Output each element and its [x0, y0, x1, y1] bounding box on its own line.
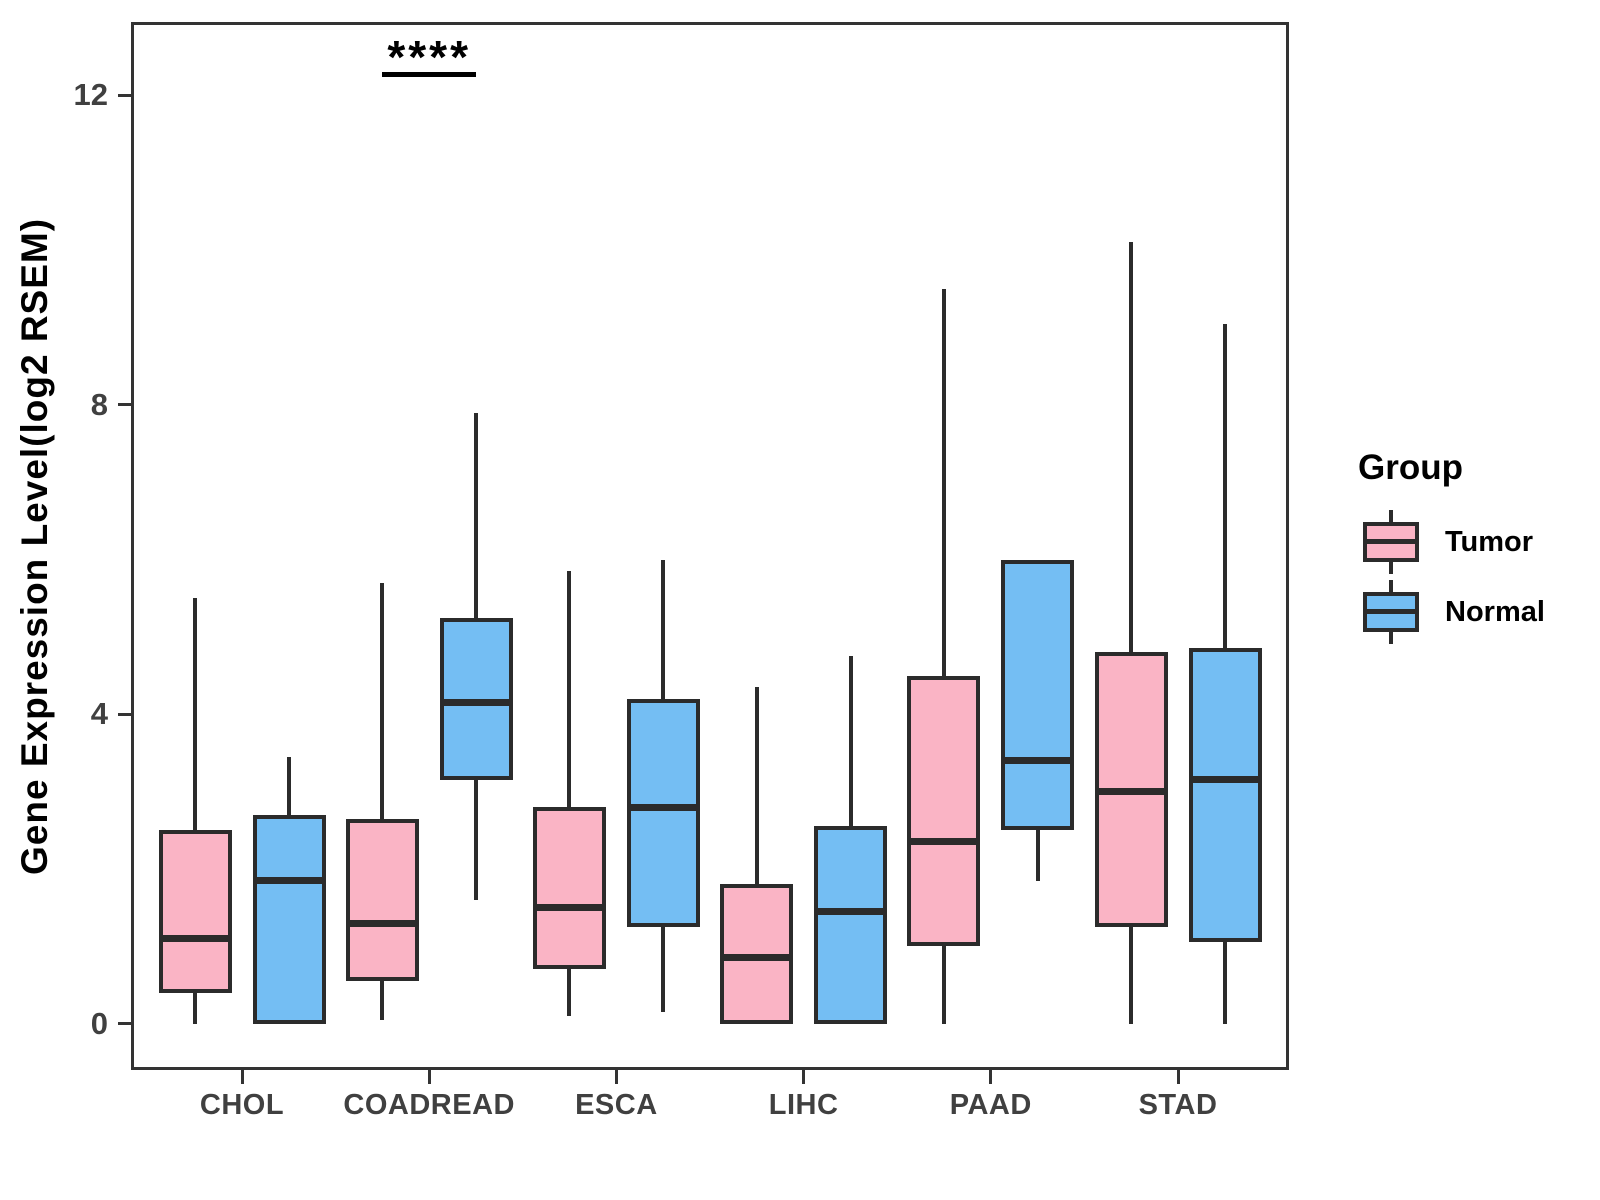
whisker-Tumor-COADREAD	[380, 582, 385, 1020]
whisker-Tumor-ESCA	[567, 571, 572, 1016]
x-tick-label-STAD: STAD	[1138, 1089, 1218, 1121]
median-Tumor-PAAD	[907, 838, 981, 846]
median-Normal-PAAD	[1001, 757, 1075, 765]
box-Tumor-COADREAD	[345, 818, 419, 982]
legend-label-normal: Normal	[1445, 596, 1545, 628]
median-Tumor-LIHC	[720, 954, 794, 962]
boxplot-glyph-icon	[1363, 578, 1419, 646]
x-tick-mark-ESCA	[614, 1070, 618, 1084]
glyph-median	[1367, 539, 1415, 544]
legend-key-normal: Normal	[1363, 578, 1563, 646]
median-Tumor-ESCA	[532, 904, 606, 912]
median-Normal-ESCA	[626, 803, 700, 811]
x-tick-mark-LIHC	[802, 1070, 806, 1084]
box-Normal-CHOL	[252, 814, 326, 1024]
whisker-Tumor-LIHC	[754, 687, 759, 1024]
y-tick-mark-12	[118, 93, 131, 97]
box-Tumor-PAAD	[907, 675, 981, 947]
x-tick-mark-CHOL	[240, 1070, 244, 1084]
box-Normal-PAAD	[1001, 559, 1075, 831]
x-tick-mark-COADREAD	[427, 1070, 431, 1084]
whisker-Tumor-PAAD	[941, 288, 946, 1024]
whisker-Tumor-CHOL	[193, 598, 197, 1024]
median-Tumor-CHOL	[158, 935, 232, 943]
x-tick-label-PAAD: PAAD	[949, 1089, 1032, 1121]
x-tick-label-LIHC: LIHC	[768, 1089, 839, 1121]
legend-label-tumor: Tumor	[1445, 526, 1534, 558]
significance-label: ****	[387, 31, 471, 83]
y-tick-mark-8	[118, 403, 131, 407]
x-tick-label-COADREAD: COADREAD	[343, 1089, 515, 1121]
box-Normal-LIHC	[814, 826, 888, 1024]
whisker-Tumor-STAD	[1129, 242, 1133, 1024]
median-Normal-CHOL	[252, 877, 326, 884]
boxplot-glyph-icon	[1363, 508, 1419, 576]
median-Normal-STAD	[1188, 776, 1262, 784]
legend-key-tumor: Tumor	[1363, 508, 1563, 576]
y-tick-mark-0	[118, 1022, 131, 1026]
box-Normal-STAD	[1188, 648, 1262, 943]
median-Tumor-COADREAD	[345, 919, 419, 927]
glyph-median	[1367, 609, 1415, 614]
x-tick-mark-PAAD	[989, 1070, 993, 1084]
y-tick-mark-4	[118, 712, 131, 716]
box-Tumor-ESCA	[532, 807, 606, 970]
x-tick-label-ESCA: ESCA	[575, 1089, 658, 1121]
legend-title: Group	[1358, 448, 1463, 487]
box-Tumor-LIHC	[720, 884, 794, 1024]
x-tick-label-CHOL: CHOL	[199, 1089, 285, 1121]
y-tick-label-8: 8	[90, 386, 108, 422]
median-Tumor-STAD	[1094, 788, 1168, 796]
median-Normal-COADREAD	[439, 699, 513, 707]
median-Normal-LIHC	[814, 907, 888, 915]
x-tick-mark-STAD	[1176, 1070, 1180, 1084]
y-tick-label-4: 4	[90, 696, 108, 732]
y-tick-label-12: 12	[73, 77, 108, 113]
box-Normal-ESCA	[626, 698, 700, 927]
significance-bar	[382, 72, 477, 77]
y-axis-title: Gene Expression Level(log2 RSEM)	[14, 217, 55, 875]
box-Normal-COADREAD	[439, 617, 513, 780]
y-tick-label-0: 0	[90, 1005, 108, 1041]
box-Tumor-CHOL	[158, 830, 232, 993]
